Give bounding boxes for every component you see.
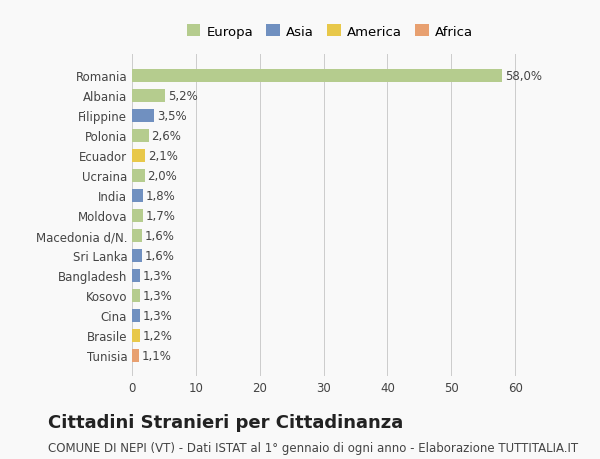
Text: COMUNE DI NEPI (VT) - Dati ISTAT al 1° gennaio di ogni anno - Elaborazione TUTTI: COMUNE DI NEPI (VT) - Dati ISTAT al 1° g… [48,441,578,453]
Text: 1,8%: 1,8% [146,189,176,202]
Bar [132,289,140,302]
Text: 58,0%: 58,0% [505,70,542,83]
Bar [132,309,140,322]
Bar [132,229,142,242]
Bar [132,349,139,362]
Bar [132,329,140,342]
Text: 1,3%: 1,3% [143,289,173,302]
Bar [132,269,140,282]
Text: 1,7%: 1,7% [145,209,175,222]
Bar [132,169,145,182]
Text: 1,1%: 1,1% [142,349,172,362]
Bar [132,110,154,123]
Text: 1,2%: 1,2% [142,329,172,342]
Text: 1,3%: 1,3% [143,309,173,322]
Text: 2,0%: 2,0% [148,169,177,182]
Legend: Europa, Asia, America, Africa: Europa, Asia, America, Africa [181,20,479,44]
Text: 1,6%: 1,6% [145,229,175,242]
Text: 2,6%: 2,6% [151,129,181,142]
Bar [132,150,145,162]
Bar [132,189,143,202]
Text: 5,2%: 5,2% [168,90,197,103]
Text: 3,5%: 3,5% [157,110,187,123]
Text: 1,6%: 1,6% [145,249,175,262]
Bar [132,70,502,83]
Bar [132,90,165,102]
Text: 1,3%: 1,3% [143,269,173,282]
Text: 2,1%: 2,1% [148,150,178,162]
Bar [132,129,149,142]
Bar [132,209,143,222]
Text: Cittadini Stranieri per Cittadinanza: Cittadini Stranieri per Cittadinanza [48,413,403,431]
Bar [132,249,142,262]
